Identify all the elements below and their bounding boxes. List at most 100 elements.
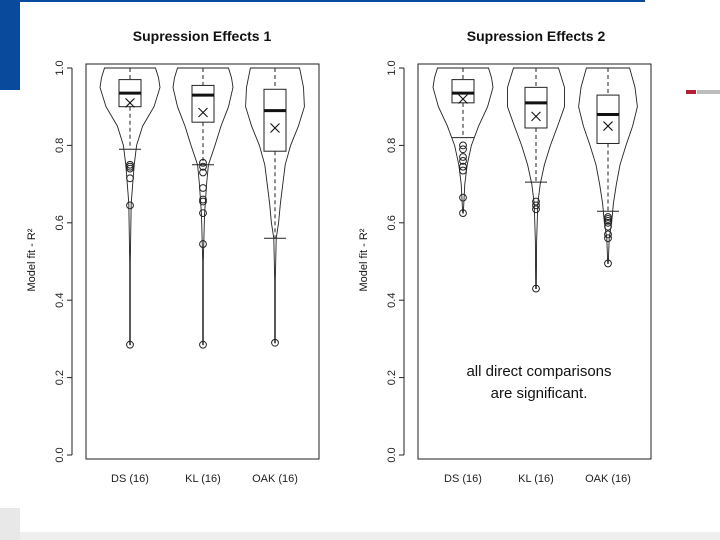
footer-strip: [20, 532, 720, 540]
y-axis: 0.0 0.2 0.4 0.6 0.8 1.0: [386, 60, 405, 463]
y-tick-label: 1.0: [54, 60, 66, 75]
violin-group: [432, 67, 494, 218]
iqr-box: [451, 79, 475, 104]
violin-shape: [432, 67, 494, 214]
violin-group: [245, 67, 305, 347]
outlier-point: [459, 193, 467, 202]
annotation-line-1: all direct comparisons: [466, 363, 611, 380]
outlier-point: [199, 240, 207, 248]
outlier-point: [459, 162, 467, 171]
footer-block: [0, 508, 20, 540]
outlier-point: [459, 145, 467, 154]
x-tick-label: OAK (16): [252, 473, 298, 485]
outlier-point: [604, 213, 612, 221]
x-tick-label: OAK (16): [585, 473, 631, 485]
violin-shape: [99, 67, 161, 346]
outlier-point: [199, 209, 207, 218]
x-axis: DS (16) KL (16) OAK (16): [111, 473, 298, 485]
chart-title: Supression Effects 1: [133, 28, 272, 44]
y-axis: 0.0 0.2 0.4 0.6 0.8 1.0: [54, 60, 73, 463]
x-tick-label: KL (16): [518, 473, 554, 485]
y-tick-label: 1.0: [386, 60, 398, 75]
outlier-point: [459, 209, 467, 218]
y-tick-label: 0.0: [54, 447, 66, 462]
top-accent-line: [20, 0, 645, 2]
y-tick-label: 0.2: [54, 370, 66, 385]
outlier-point: [199, 195, 207, 204]
y-axis-label: Model fit - R²: [26, 228, 38, 291]
plot-frame: [417, 63, 652, 460]
outlier-point: [604, 230, 612, 239]
outlier-point: [271, 338, 279, 347]
iqr-box: [524, 86, 548, 129]
x-tick-label: DS (16): [444, 473, 482, 485]
plot-frame: [85, 63, 320, 460]
plot-area: [417, 63, 652, 460]
outlier-point: [199, 168, 207, 177]
outlier-point: [199, 184, 207, 192]
outlier-point: [199, 340, 207, 349]
outlier-point: [604, 216, 612, 225]
chart-supression-effects-2: Supression Effects 2 Model fit - R² 0.00…: [358, 28, 652, 485]
violin-shape: [245, 67, 305, 344]
annotation-line-2: are significant.: [491, 385, 588, 402]
outlier-point: [604, 222, 612, 231]
chart-supression-effects-1: Supression Effects 1 Model fit - R² 0.00…: [26, 28, 320, 485]
mean-marker: [603, 121, 613, 131]
outlier-point: [532, 201, 540, 210]
outlier-point: [459, 166, 467, 175]
outlier-point: [126, 160, 134, 169]
outlier-point: [532, 197, 540, 206]
violin-group: [99, 67, 161, 349]
outlier-point: [126, 340, 134, 349]
outlier-point: [199, 162, 207, 171]
outlier-point: [459, 141, 467, 150]
outlier-point: [459, 153, 467, 161]
y-tick-label: 0.8: [386, 138, 398, 153]
y-tick-label: 0.4: [54, 293, 66, 308]
y-tick-label: 0.6: [386, 215, 398, 230]
iqr-box: [191, 84, 215, 123]
violin-group: [578, 67, 638, 268]
mean-marker: [270, 123, 280, 133]
grey-marker: [697, 90, 720, 94]
x-tick-label: DS (16): [111, 473, 149, 485]
iqr-box: [596, 94, 620, 144]
chart-title: Supression Effects 2: [467, 28, 606, 44]
outlier-point: [126, 174, 134, 183]
violin-group: [507, 67, 565, 293]
outlier-point: [459, 156, 467, 165]
red-marker: [686, 90, 696, 94]
mean-marker: [125, 97, 135, 108]
outlier-point: [199, 158, 207, 167]
outlier-point: [604, 215, 612, 223]
x-axis: DS (16) KL (16) OAK (16): [444, 473, 631, 485]
y-tick-label: 0.8: [54, 138, 66, 153]
y-tick-label: 0.2: [386, 370, 398, 385]
mean-marker: [198, 107, 208, 118]
left-accent-band: [0, 0, 20, 90]
outlier-point: [604, 218, 612, 227]
outlier-point: [126, 201, 134, 210]
plot-area: [85, 63, 320, 460]
x-tick-label: KL (16): [185, 473, 221, 485]
outlier-point: [199, 197, 207, 206]
violin-shape: [172, 67, 234, 346]
iqr-box: [263, 88, 287, 152]
y-tick-label: 0.4: [386, 293, 398, 308]
outlier-point: [126, 162, 134, 171]
outlier-point: [604, 234, 612, 243]
violin-group: [172, 67, 234, 349]
violin-shape: [507, 67, 565, 290]
violin-shape: [578, 67, 638, 264]
y-tick-label: 0.0: [386, 447, 398, 462]
mean-marker: [531, 111, 541, 122]
outlier-point: [532, 205, 540, 214]
mean-marker: [458, 94, 468, 104]
outlier-point: [604, 259, 612, 268]
y-tick-label: 0.6: [54, 215, 66, 230]
outlier-point: [532, 284, 540, 293]
outlier-point: [126, 164, 134, 173]
y-axis-label: Model fit - R²: [358, 228, 370, 291]
